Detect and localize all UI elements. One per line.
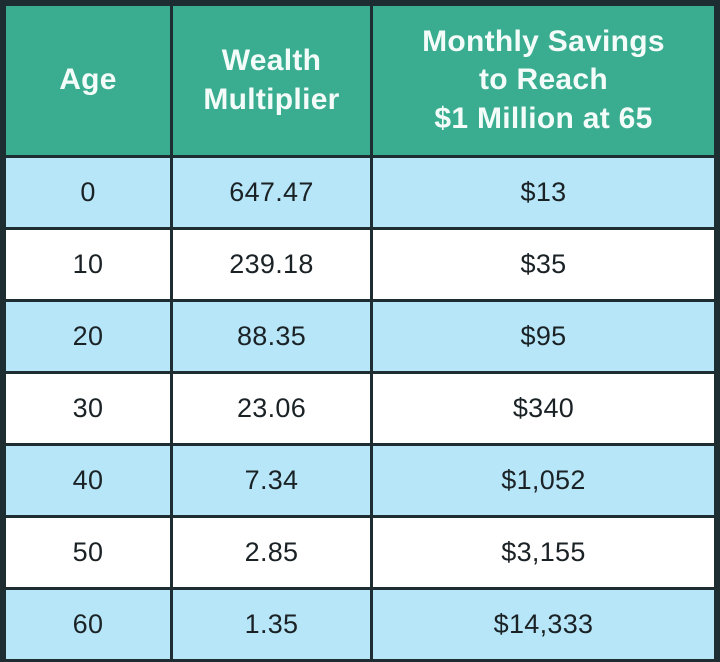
- age-cell: 0: [3, 155, 173, 230]
- multiplier-cell: 2.85: [170, 515, 373, 590]
- table-header-row: Age Wealth Multiplier Monthly Savings to…: [3, 3, 717, 158]
- age-cell: 50: [3, 515, 173, 590]
- wealth-multiplier-table: Age Wealth Multiplier Monthly Savings to…: [3, 3, 717, 662]
- savings-cell: $95: [370, 299, 717, 374]
- age-cell: 10: [3, 227, 173, 302]
- savings-cell: $13: [370, 155, 717, 230]
- table-row: 10 239.18 $35: [3, 227, 717, 302]
- table-row: 30 23.06 $340: [3, 371, 717, 446]
- savings-cell: $3,155: [370, 515, 717, 590]
- multiplier-cell: 647.47: [170, 155, 373, 230]
- age-cell: 60: [3, 587, 173, 662]
- multiplier-cell: 239.18: [170, 227, 373, 302]
- table-row: 0 647.47 $13: [3, 155, 717, 230]
- age-cell: 40: [3, 443, 173, 518]
- table-body: 0 647.47 $13 10 239.18 $35 20 88.35 $95 …: [3, 155, 717, 662]
- table-row: 60 1.35 $14,333: [3, 587, 717, 662]
- multiplier-cell: 88.35: [170, 299, 373, 374]
- savings-cell: $35: [370, 227, 717, 302]
- table-row: 40 7.34 $1,052: [3, 443, 717, 518]
- column-header-age: Age: [3, 3, 173, 158]
- multiplier-cell: 7.34: [170, 443, 373, 518]
- age-cell: 30: [3, 371, 173, 446]
- table-row: 50 2.85 $3,155: [3, 515, 717, 590]
- savings-cell: $340: [370, 371, 717, 446]
- column-header-wealth-multiplier: Wealth Multiplier: [170, 3, 373, 158]
- age-cell: 20: [3, 299, 173, 374]
- multiplier-cell: 23.06: [170, 371, 373, 446]
- multiplier-cell: 1.35: [170, 587, 373, 662]
- column-header-monthly-savings: Monthly Savings to Reach $1 Million at 6…: [370, 3, 717, 158]
- table-row: 20 88.35 $95: [3, 299, 717, 374]
- savings-cell: $14,333: [370, 587, 717, 662]
- savings-cell: $1,052: [370, 443, 717, 518]
